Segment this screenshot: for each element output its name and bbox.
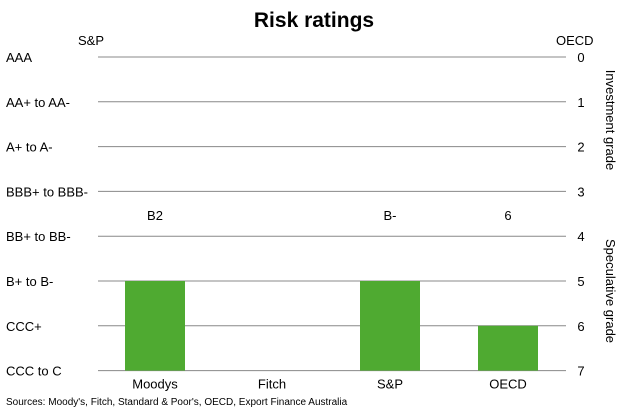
right-tick-label: 7 [577, 364, 584, 379]
chart-title: Risk ratings [254, 9, 374, 32]
source-note: Sources: Moody's, Fitch, Standard & Poor… [6, 397, 348, 408]
investment-grade-label: Investment grade [603, 70, 618, 170]
left-tick-label: CCC to C [6, 364, 62, 379]
category-label: Fitch [258, 377, 286, 392]
right-tick-label: 3 [577, 184, 584, 199]
category-label: Moodys [132, 377, 178, 392]
right-axis-label: OECD [556, 33, 594, 48]
right-tick-label: 2 [577, 140, 584, 155]
bars [125, 281, 538, 371]
right-tick-label: 6 [577, 319, 584, 334]
right-tick-label: 4 [577, 229, 584, 244]
bar [360, 281, 420, 371]
data-label: B- [384, 208, 397, 223]
left-tick-label: BBB+ to BBB- [6, 184, 88, 199]
left-axis-label: S&P [78, 33, 104, 48]
right-tick-label: 1 [577, 95, 584, 110]
category-label: S&P [377, 377, 403, 392]
bar [125, 281, 185, 371]
right-tick-label: 5 [577, 274, 584, 289]
left-axis-ticks: AAA AA+ to AA- A+ to A- BBB+ to BBB- BB+ to … [6, 50, 88, 379]
data-label: 6 [504, 208, 511, 223]
data-label: B2 [147, 208, 163, 223]
left-tick-label: A+ to A- [6, 140, 53, 155]
data-labels: B2 B- 6 [147, 208, 512, 223]
left-tick-label: AA+ to AA- [6, 95, 70, 110]
bar [478, 325, 538, 371]
right-axis-ticks: 0 1 2 3 4 5 6 7 [577, 50, 584, 379]
left-tick-label: B+ to B- [6, 274, 53, 289]
category-label: OECD [489, 377, 527, 392]
speculative-grade-label: Speculative grade [603, 239, 618, 343]
right-tick-label: 0 [577, 50, 584, 65]
category-labels: Moodys Fitch S&P OECD [132, 377, 527, 392]
left-tick-label: AAA [6, 50, 32, 65]
left-tick-label: BB+ to BB- [6, 229, 71, 244]
left-tick-label: CCC+ [6, 319, 42, 334]
